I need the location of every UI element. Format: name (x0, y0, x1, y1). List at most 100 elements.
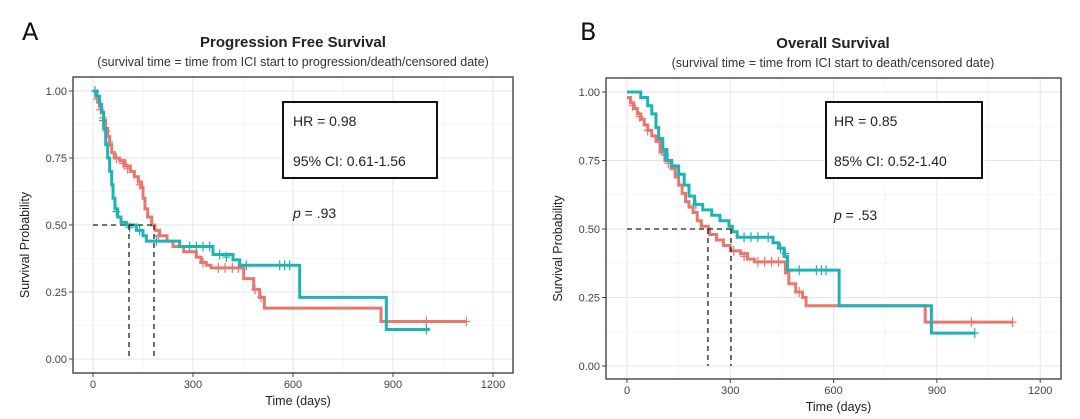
x-tick-label: 300 (184, 379, 202, 391)
censor-mark (99, 115, 107, 126)
x-axis-ticks: 0 300 600 900 1200 (90, 373, 505, 391)
x-axis-label: Time (days) (265, 394, 331, 408)
p-symbol: p (833, 207, 842, 223)
censor-mark (767, 256, 776, 267)
censor-mark (135, 179, 144, 190)
censor-mark (285, 260, 294, 271)
x-tick-label: 600 (284, 379, 302, 391)
hazard-ratio-text: HR = 0.85 (834, 113, 898, 129)
y-axis-ticks: 0.00 0.25 0.50 0.75 1.00 (46, 86, 73, 366)
panel-letter-a: A (22, 18, 39, 46)
y-axis-ticks: 0.00 0.25 0.50 0.75 1.00 (579, 87, 606, 373)
censor-mark (660, 150, 669, 161)
censor-mark (764, 232, 773, 243)
censor-mark (781, 248, 790, 259)
stats-box (825, 101, 983, 179)
p-value-text: p = .93 (292, 205, 336, 221)
y-tick-label: 0.25 (579, 293, 600, 305)
stats-box (282, 101, 438, 179)
median-lines (627, 228, 732, 366)
censor-mark (795, 287, 804, 298)
hazard-ratio-text: HR = 0.98 (293, 113, 357, 129)
censor-mark (635, 111, 644, 122)
censor-mark (822, 265, 831, 276)
confidence-interval-text: 95% CI: 0.61-1.56 (293, 153, 406, 169)
censor-mark (257, 292, 265, 303)
censor-mark (740, 232, 749, 243)
stats-annotation: HR = 0.85 85% CI: 0.52-1.40 p = .53 (825, 101, 983, 223)
x-tick-label: 600 (824, 385, 842, 397)
chart-subtitle: (survival time = time from ICI start to … (97, 55, 488, 69)
censor-mark (112, 206, 121, 217)
censor-mark (760, 256, 769, 267)
censor-mark (251, 284, 259, 295)
censor-mark (222, 252, 231, 263)
p-value: = .93 (301, 205, 337, 221)
y-tick-label: 0.50 (46, 220, 67, 232)
censor-mark (214, 262, 223, 273)
censor-mark (776, 243, 785, 254)
censor-mark (795, 265, 804, 276)
chart-title: Overall Survival (776, 35, 889, 52)
censor-mark (199, 257, 207, 268)
km-curve-group-red (93, 89, 467, 323)
censor-mark (215, 249, 224, 260)
censor-mark (674, 169, 683, 180)
p-value: = .53 (842, 207, 878, 223)
censor-mark (628, 100, 637, 111)
censor-mark (135, 225, 144, 236)
x-tick-label: 1200 (481, 379, 505, 391)
censor-mark (123, 163, 132, 174)
censor-mark (970, 328, 979, 339)
x-tick-label: 900 (384, 379, 402, 391)
censor-mark (753, 256, 762, 267)
p-symbol: p (292, 205, 301, 221)
censor-mark (774, 256, 783, 267)
censor-mark (125, 222, 134, 233)
x-tick-label: 300 (721, 385, 739, 397)
x-tick-label: 0 (624, 385, 630, 397)
y-axis-label: Survival Probability (551, 195, 565, 302)
chart-subtitle: (survival time = time from ICI start to … (672, 56, 995, 70)
x-tick-label: 1200 (1028, 385, 1052, 397)
censor-mark (221, 262, 229, 273)
survival-curves (91, 86, 471, 335)
x-axis-label: Time (days) (806, 400, 872, 414)
panel-letter-b: B (580, 18, 596, 46)
censor-mark (119, 158, 127, 169)
censor-mark (112, 153, 121, 163)
y-tick-label: 1.00 (579, 87, 600, 99)
y-tick-label: 0.75 (579, 156, 600, 168)
y-tick-label: 0.25 (46, 287, 67, 299)
censor-mark (192, 241, 201, 252)
y-tick-label: 0.00 (46, 354, 67, 366)
survival-curves (627, 90, 1017, 339)
censor-mark (242, 260, 251, 271)
stats-annotation: HR = 0.98 95% CI: 0.61-1.56 p = .93 (282, 101, 438, 221)
censor-mark (643, 125, 652, 136)
censor-mark (746, 232, 755, 243)
censor-mark (154, 230, 163, 241)
y-tick-label: 1.00 (46, 86, 67, 98)
y-axis-label: Survival Probability (18, 191, 32, 298)
y-tick-label: 0.00 (579, 361, 600, 373)
x-axis-ticks: 0 300 600 900 1200 (624, 379, 1052, 397)
censor-mark (967, 317, 976, 328)
censor-mark (691, 199, 700, 210)
confidence-interval-text: 85% CI: 0.52-1.40 (834, 153, 947, 169)
x-tick-label: 900 (928, 385, 946, 397)
censor-mark (422, 324, 431, 335)
censor-mark (753, 232, 762, 243)
censor-mark (91, 86, 99, 96)
panel-a: A Progression Free Survival (survival ti… (18, 18, 514, 408)
censor-mark (205, 241, 214, 252)
censor-mark (462, 316, 471, 327)
y-tick-label: 0.50 (579, 224, 600, 236)
censor-mark (740, 251, 749, 262)
y-tick-label: 0.75 (46, 153, 67, 165)
censor-mark (1008, 317, 1017, 328)
x-tick-label: 0 (90, 379, 96, 391)
censor-mark (152, 236, 161, 247)
chart-title: Progression Free Survival (200, 34, 386, 51)
